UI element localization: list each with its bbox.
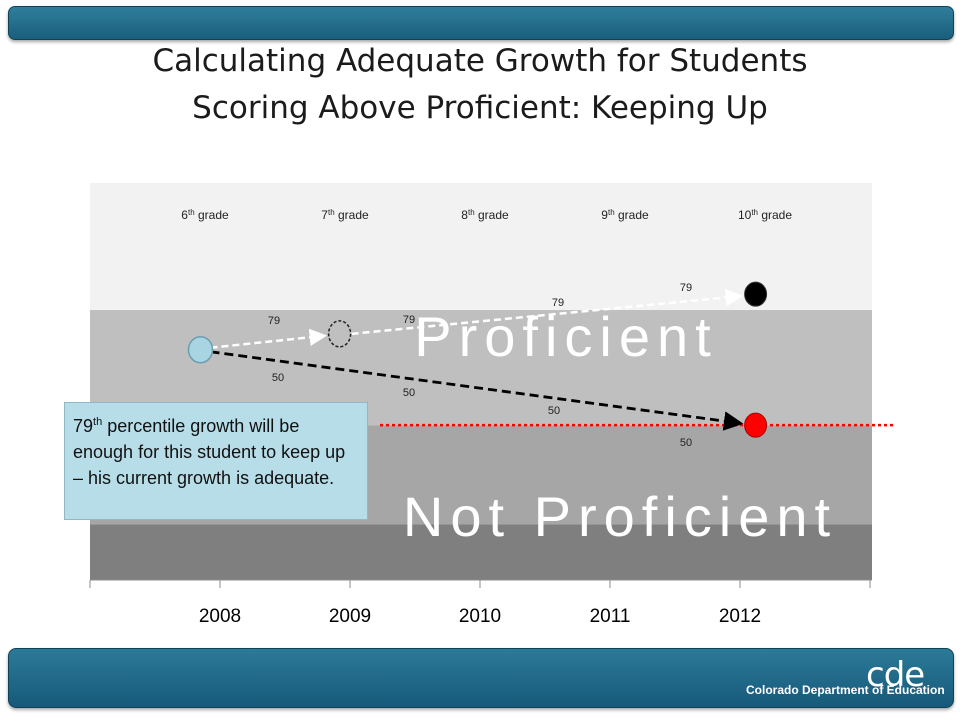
x-tick-label: 2011 [590, 606, 631, 627]
band-low [90, 524, 872, 580]
growth-50-line [210, 350, 744, 431]
title-line-1: Calculating Adequate Growth for Students [152, 43, 808, 79]
title-line-2: Scoring Above Proficient: Keeping Up [192, 90, 768, 126]
grade-label: 10th grade [738, 208, 792, 222]
band-label-proficient: Proficient [414, 305, 717, 368]
label-50: 50 [680, 437, 692, 449]
top-banner [8, 6, 954, 40]
x-tick-label: 2009 [329, 606, 371, 627]
grade-label: 6th grade [181, 208, 229, 222]
waypoint-2009 [327, 320, 352, 348]
callout-percentile: 79 [73, 416, 94, 436]
label-50: 50 [548, 405, 560, 417]
x-tick-label: 2012 [719, 606, 761, 627]
cde-logo: cde [866, 655, 925, 695]
x-tick-label: 2008 [199, 606, 241, 627]
grade-label: 7th grade [321, 208, 369, 222]
callout-text: percentile growth will be enough for thi… [73, 416, 346, 488]
label-79: 79 [552, 297, 564, 309]
bottom-banner [8, 648, 954, 708]
band-label-not-proficient: Not Proficient [403, 485, 837, 548]
label-79: 79 [268, 315, 280, 327]
label-79: 79 [403, 314, 415, 326]
growth-79-segment-1 [210, 328, 328, 349]
label-50: 50 [272, 372, 284, 384]
start-point [187, 335, 214, 364]
logo-organization-name: Colorado Department of Education [746, 683, 945, 697]
grade-label: 8th grade [461, 208, 509, 222]
label-79: 79 [680, 282, 692, 294]
callout-box: 79th percentile growth will be enough fo… [64, 402, 368, 520]
grade-label: 9th grade [601, 208, 649, 222]
target-point-79 [744, 281, 768, 307]
x-tick-label: 2010 [459, 606, 501, 627]
callout-percentile-suffix: th [93, 416, 103, 428]
label-50: 50 [403, 387, 415, 399]
target-point-50 [744, 412, 768, 438]
slide-title: Calculating Adequate Growth for Students… [60, 38, 900, 132]
growth-79-segment-2 [351, 288, 744, 336]
